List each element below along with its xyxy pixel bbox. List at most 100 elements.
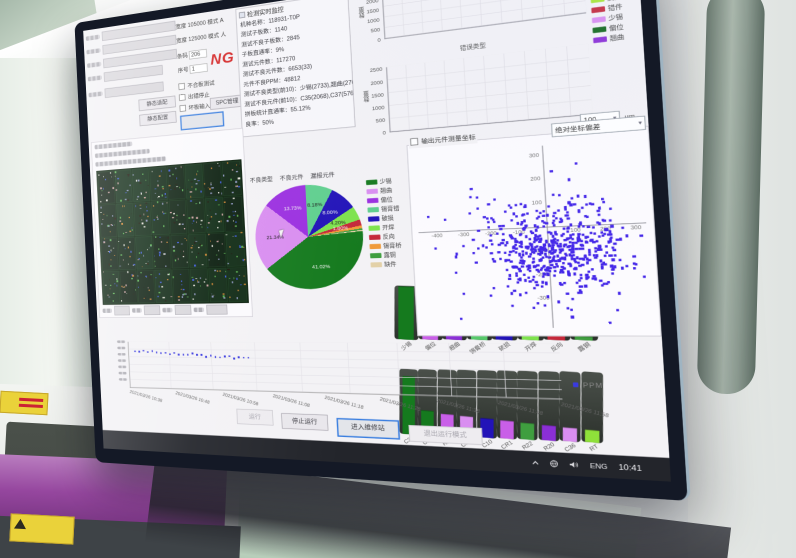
scatter-point <box>570 308 573 312</box>
pcb-speck <box>112 273 115 275</box>
scatter-point <box>521 262 525 265</box>
pcb-speck <box>219 270 221 272</box>
scatter-point <box>532 257 536 260</box>
scatter-point <box>534 228 538 232</box>
pcb-speck <box>238 275 240 276</box>
scatter-point <box>521 250 524 253</box>
checkbox[interactable] <box>179 104 187 112</box>
pcb-tile <box>97 170 116 205</box>
pcb-speck <box>189 191 192 193</box>
pcb-speck <box>234 210 236 212</box>
legend-swatch <box>590 0 605 4</box>
pcb-speck <box>206 285 208 287</box>
pcb-speck <box>120 199 122 202</box>
pcb-control-input[interactable] <box>114 305 130 316</box>
ppm-point <box>200 354 203 356</box>
pcb-speck <box>130 278 133 280</box>
pcb-control-label <box>193 307 205 313</box>
static-config-button-2[interactable]: 静态配置 <box>139 110 177 127</box>
pcb-board-image <box>96 159 249 305</box>
scatter-point <box>547 205 551 209</box>
pcb-speck <box>197 246 200 249</box>
pcb-speck <box>175 183 177 185</box>
scatter-point <box>600 283 605 287</box>
pcb-speck <box>105 284 107 286</box>
scatter-point <box>538 234 542 238</box>
scatter-point <box>514 240 518 243</box>
scatter-panel: 输出元件测量坐标 绝对坐标偏差▾ -400-300-200-1001002003… <box>406 115 662 337</box>
scatter-point <box>472 252 476 255</box>
scatter-point <box>512 246 516 249</box>
pie-tab-0[interactable]: 不良类型 <box>249 175 273 184</box>
text-input[interactable] <box>104 81 164 98</box>
pcb-speck <box>112 300 114 302</box>
globe-icon[interactable] <box>550 460 559 468</box>
screen: 宽度 105000 模式 A 宽度 125000 模式 人 条码 206 序号 … <box>83 0 671 482</box>
barcode-input[interactable]: 206 <box>189 48 208 60</box>
run-button-2[interactable]: 停止运行 <box>281 413 329 431</box>
checkbox[interactable] <box>178 82 185 90</box>
y-tick-smudge <box>117 352 127 356</box>
legend-swatch <box>591 6 606 14</box>
bar-label: RT <box>587 442 600 453</box>
plot-area: C35C37R21CR2C10CR1R22R20C36RT <box>386 43 604 453</box>
pcb-control-input[interactable] <box>143 305 161 316</box>
scatter-point <box>615 309 620 312</box>
pcb-speck <box>231 253 233 255</box>
scatter-point <box>610 254 614 257</box>
pie-tab-1[interactable]: 不良元件 <box>279 173 304 182</box>
pcb-speck <box>158 195 160 198</box>
pcb-speck <box>217 226 219 229</box>
pcb-speck <box>103 175 104 178</box>
legend-label: 锡膏桥 <box>382 242 402 250</box>
scatter-point <box>604 244 608 248</box>
ppm-point <box>138 350 141 353</box>
pie-tab-2[interactable]: 漏报元件 <box>310 171 335 180</box>
pcb-speck <box>229 296 231 299</box>
static-config-button-1[interactable]: 静态适配 <box>138 95 176 112</box>
scatter-point <box>613 254 617 257</box>
pcb-speck <box>139 181 142 184</box>
pcb-speck <box>230 178 232 181</box>
pcb-control-input[interactable] <box>174 305 192 315</box>
pcb-speck <box>173 221 176 224</box>
pcb-speck <box>209 188 211 190</box>
scatter-point <box>611 258 615 262</box>
pcb-speck <box>218 249 220 252</box>
pcb-speck <box>109 172 111 174</box>
scatter-point <box>556 209 560 212</box>
language-indicator[interactable]: ENG <box>589 461 608 471</box>
focused-form-button[interactable] <box>180 111 225 131</box>
pcb-speck <box>181 296 183 299</box>
scatter-point <box>509 206 513 209</box>
pcb-speck <box>143 226 146 228</box>
scatter-point <box>548 250 552 253</box>
chevron-up-icon[interactable] <box>532 459 540 466</box>
pcb-speck <box>220 181 222 184</box>
scatter-point <box>551 241 555 245</box>
pcb-speck <box>157 184 159 187</box>
text-input[interactable] <box>103 64 163 82</box>
pcb-speck <box>232 235 234 237</box>
clock[interactable]: 10:41 <box>618 462 643 473</box>
pcb-speck <box>172 276 174 278</box>
axis-tick-label: 2021/03/26 11:38 <box>436 398 481 415</box>
pcb-control-input[interactable] <box>206 304 228 315</box>
output-coords-checkbox[interactable] <box>410 137 419 146</box>
pcb-speck <box>111 250 112 252</box>
run-button-3[interactable]: 进入维修站 <box>336 417 401 440</box>
pcb-speck <box>190 195 192 198</box>
pcb-speck <box>147 287 149 289</box>
pcb-speck <box>112 292 115 295</box>
pcb-speck <box>195 202 198 205</box>
scatter-point <box>487 202 490 206</box>
checkbox[interactable] <box>178 93 186 101</box>
scatter-point <box>595 254 599 257</box>
scatter-point <box>499 241 503 245</box>
pcb-speck <box>145 179 147 181</box>
axis-tick-label: 2021/03/26 10:58 <box>222 392 259 407</box>
pcb-speck <box>193 284 196 287</box>
monitor: 宽度 105000 模式 A 宽度 125000 模式 人 条码 206 序号 … <box>74 0 691 502</box>
serial-input[interactable]: 1 <box>189 63 209 74</box>
speaker-icon[interactable] <box>569 461 579 469</box>
